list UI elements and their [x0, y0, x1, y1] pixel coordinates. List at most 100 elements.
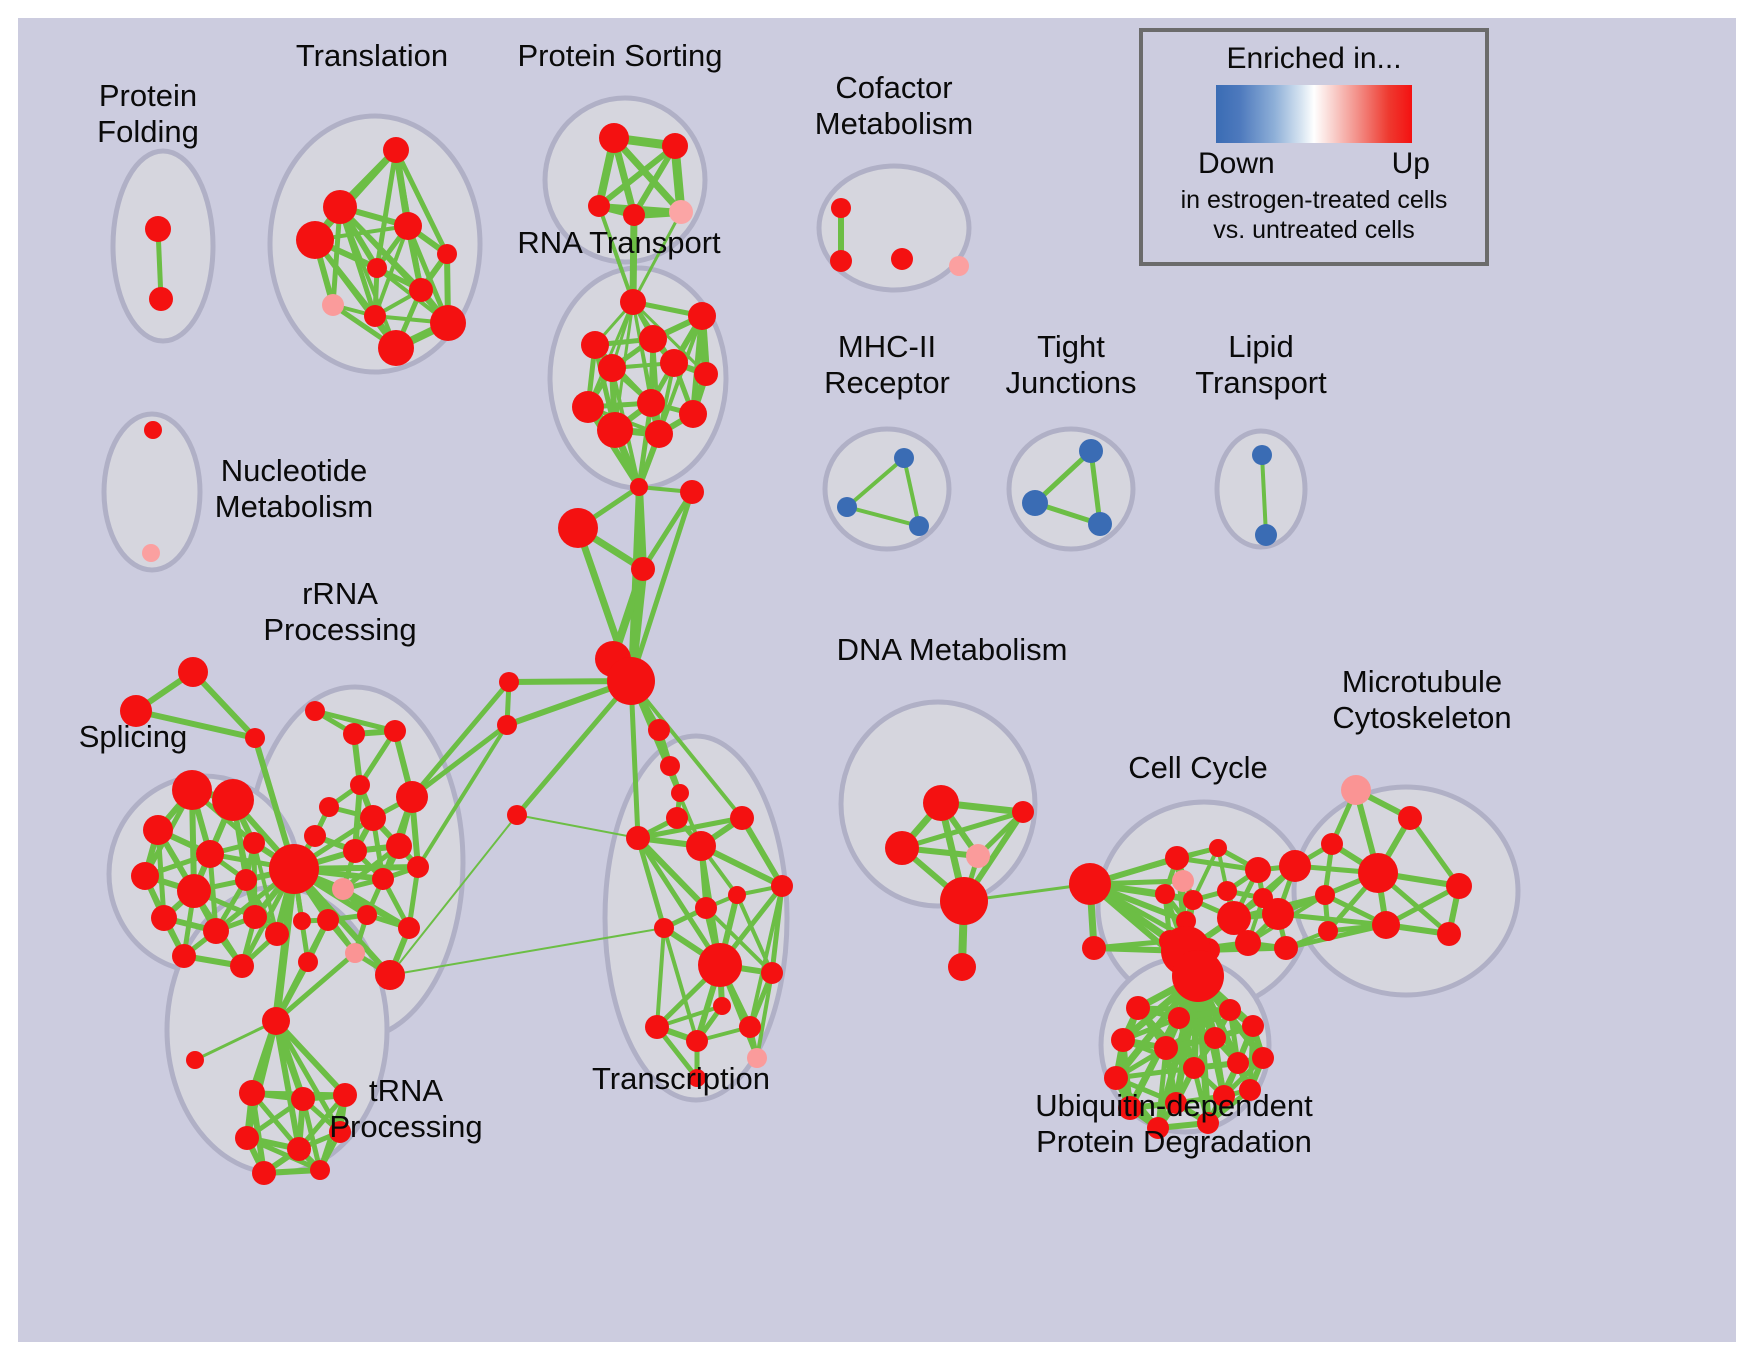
- network-node[interactable]: [230, 954, 254, 978]
- network-node[interactable]: [378, 330, 414, 366]
- network-node[interactable]: [572, 391, 604, 423]
- network-node[interactable]: [1165, 1092, 1187, 1114]
- network-node[interactable]: [243, 832, 265, 854]
- network-node[interactable]: [639, 325, 667, 353]
- network-node[interactable]: [1315, 885, 1335, 905]
- network-node[interactable]: [949, 256, 969, 276]
- network-node[interactable]: [648, 719, 670, 741]
- network-node[interactable]: [398, 917, 420, 939]
- network-node[interactable]: [1022, 490, 1048, 516]
- network-node[interactable]: [645, 1015, 669, 1039]
- network-node[interactable]: [357, 905, 377, 925]
- network-node[interactable]: [1204, 1027, 1226, 1049]
- network-node[interactable]: [151, 905, 177, 931]
- network-node[interactable]: [626, 826, 650, 850]
- network-node[interactable]: [1082, 936, 1106, 960]
- network-node[interactable]: [1079, 439, 1103, 463]
- network-node[interactable]: [196, 840, 224, 868]
- network-node[interactable]: [291, 1087, 315, 1111]
- network-node[interactable]: [1088, 512, 1112, 536]
- network-node[interactable]: [1318, 921, 1338, 941]
- network-node[interactable]: [1217, 901, 1251, 935]
- network-node[interactable]: [1255, 524, 1277, 546]
- network-node[interactable]: [1168, 1007, 1190, 1029]
- network-node[interactable]: [1154, 1036, 1178, 1060]
- network-node[interactable]: [1219, 999, 1241, 1021]
- network-node[interactable]: [1227, 1052, 1249, 1074]
- network-node[interactable]: [305, 701, 325, 721]
- cluster-blob-cofactor[interactable]: [816, 163, 972, 293]
- network-node[interactable]: [1172, 870, 1194, 892]
- network-node[interactable]: [948, 953, 976, 981]
- network-node[interactable]: [679, 400, 707, 428]
- network-node[interactable]: [1012, 801, 1034, 823]
- network-node[interactable]: [771, 875, 793, 897]
- network-node[interactable]: [394, 212, 422, 240]
- network-node[interactable]: [131, 862, 159, 890]
- network-node[interactable]: [372, 868, 394, 890]
- network-node[interactable]: [396, 781, 428, 813]
- network-node[interactable]: [322, 294, 344, 316]
- network-node[interactable]: [310, 1160, 330, 1180]
- network-node[interactable]: [688, 1069, 706, 1087]
- network-node[interactable]: [319, 797, 339, 817]
- network-node[interactable]: [891, 248, 913, 270]
- network-node[interactable]: [407, 856, 429, 878]
- network-node[interactable]: [1372, 911, 1400, 939]
- network-node[interactable]: [1358, 853, 1398, 893]
- network-node[interactable]: [730, 806, 754, 830]
- network-node[interactable]: [1279, 850, 1311, 882]
- network-node[interactable]: [662, 133, 688, 159]
- network-node[interactable]: [149, 287, 173, 311]
- network-node[interactable]: [1176, 911, 1196, 931]
- network-node[interactable]: [1398, 806, 1422, 830]
- network-node[interactable]: [304, 825, 326, 847]
- network-node[interactable]: [143, 815, 173, 845]
- network-node[interactable]: [831, 198, 851, 218]
- network-node[interactable]: [384, 720, 406, 742]
- network-node[interactable]: [607, 657, 655, 705]
- network-node[interactable]: [599, 123, 629, 153]
- network-node[interactable]: [1197, 1112, 1219, 1134]
- network-node[interactable]: [409, 278, 433, 302]
- network-node[interactable]: [739, 1016, 761, 1038]
- network-node[interactable]: [1245, 857, 1271, 883]
- network-node[interactable]: [630, 478, 648, 496]
- network-node[interactable]: [269, 844, 319, 894]
- network-node[interactable]: [1118, 1096, 1142, 1120]
- network-node[interactable]: [1155, 884, 1175, 904]
- network-node[interactable]: [1183, 1057, 1205, 1079]
- network-node[interactable]: [1341, 775, 1371, 805]
- network-node[interactable]: [645, 420, 673, 448]
- network-node[interactable]: [637, 389, 665, 417]
- network-node[interactable]: [1069, 863, 1111, 905]
- network-node[interactable]: [1172, 950, 1224, 1002]
- network-node[interactable]: [1321, 833, 1343, 855]
- cluster-blob-lipid-transport[interactable]: [1214, 428, 1308, 550]
- network-node[interactable]: [430, 305, 466, 341]
- network-node[interactable]: [497, 715, 517, 735]
- network-node[interactable]: [1183, 890, 1203, 910]
- network-node[interactable]: [694, 362, 718, 386]
- network-node[interactable]: [252, 1161, 276, 1185]
- network-node[interactable]: [598, 354, 626, 382]
- network-node[interactable]: [966, 844, 990, 868]
- network-node[interactable]: [186, 1051, 204, 1069]
- cluster-blob-protein-folding[interactable]: [110, 148, 216, 344]
- network-node[interactable]: [142, 544, 160, 562]
- network-node[interactable]: [298, 952, 318, 972]
- network-node[interactable]: [688, 302, 716, 330]
- network-node[interactable]: [669, 200, 693, 224]
- network-node[interactable]: [293, 912, 311, 930]
- network-node[interactable]: [666, 807, 688, 829]
- network-node[interactable]: [698, 943, 742, 987]
- network-node[interactable]: [747, 1048, 767, 1068]
- network-node[interactable]: [343, 839, 367, 863]
- network-node[interactable]: [686, 831, 716, 861]
- network-node[interactable]: [695, 897, 717, 919]
- network-node[interactable]: [172, 944, 196, 968]
- network-node[interactable]: [654, 918, 674, 938]
- cluster-blob-tight-junctions[interactable]: [1006, 426, 1136, 552]
- network-node[interactable]: [923, 785, 959, 821]
- network-node[interactable]: [660, 756, 680, 776]
